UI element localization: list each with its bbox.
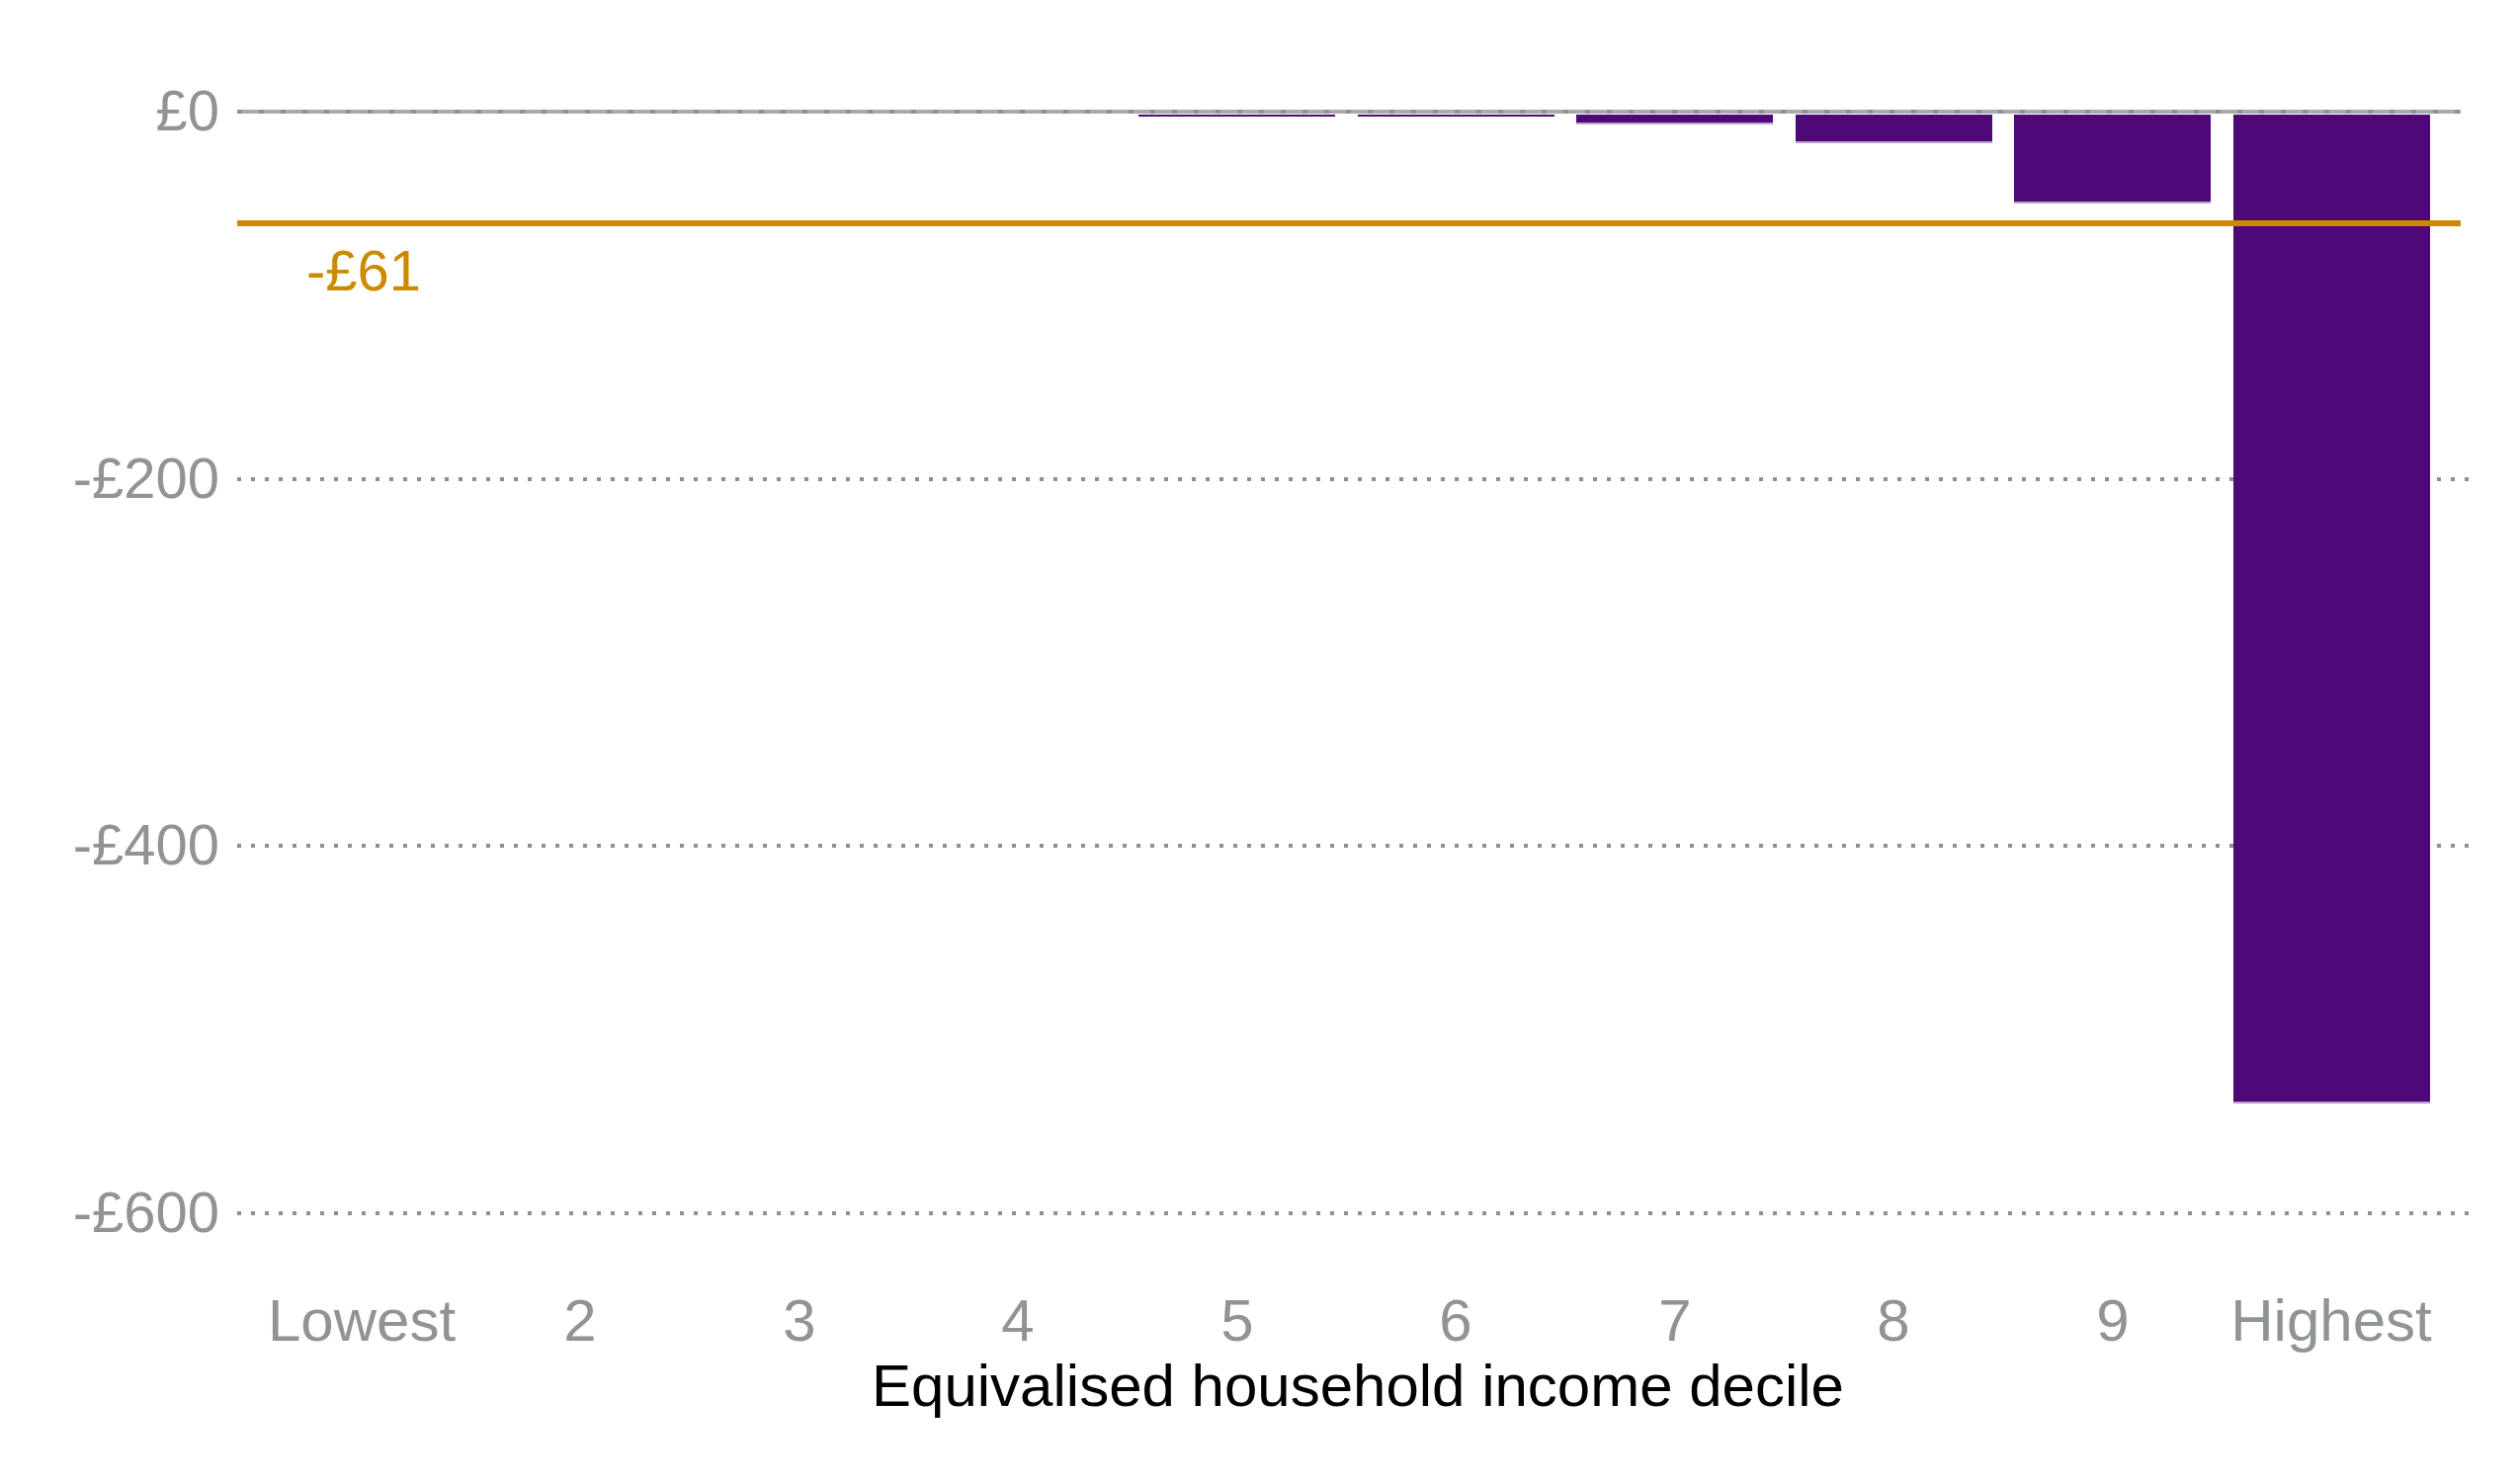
x-axis-tick-label-highest: Highest <box>2223 1286 2440 1355</box>
x-axis-tick-label-6: 6 <box>1347 1286 1564 1355</box>
zero-axis-line <box>237 110 2461 114</box>
x-axis-tick-label-8: 8 <box>1785 1286 2002 1355</box>
y-axis-tick-label: -£600 <box>0 1179 219 1245</box>
x-axis-title: Equivalised household income decile <box>237 1352 2478 1420</box>
y-axis-tick-label: -£400 <box>0 811 219 877</box>
gridline-600 <box>237 1211 2478 1215</box>
bar-decile-8 <box>1796 115 1992 143</box>
x-axis-tick-label-lowest: Lowest <box>253 1286 470 1355</box>
x-axis-tick-label-2: 2 <box>471 1286 689 1355</box>
bar-decile-9 <box>2014 115 2211 204</box>
bar-decile-highest <box>2233 115 2430 1104</box>
gridline-200 <box>237 477 2478 481</box>
y-axis-tick-label: £0 <box>0 77 219 143</box>
x-axis-tick-label-3: 3 <box>691 1286 908 1355</box>
x-axis-tick-label-5: 5 <box>1129 1286 1346 1355</box>
bar-decile-7 <box>1576 115 1773 124</box>
x-axis-tick-label-4: 4 <box>909 1286 1127 1355</box>
gridline-400 <box>237 844 2478 848</box>
x-axis-tick-label-9: 9 <box>2004 1286 2222 1355</box>
y-axis-tick-label: -£200 <box>0 445 219 511</box>
reference-line-label: -£61 <box>306 237 421 303</box>
reference-line <box>237 220 2461 226</box>
bar-chart-equivalised-income-decile: £0 -£200 -£400 -£600 -£61 Lowest23456789Hig… <box>0 0 2520 1482</box>
x-axis-tick-label-7: 7 <box>1566 1286 1784 1355</box>
bar-decile-5 <box>1138 115 1335 117</box>
bar-decile-6 <box>1358 115 1554 117</box>
